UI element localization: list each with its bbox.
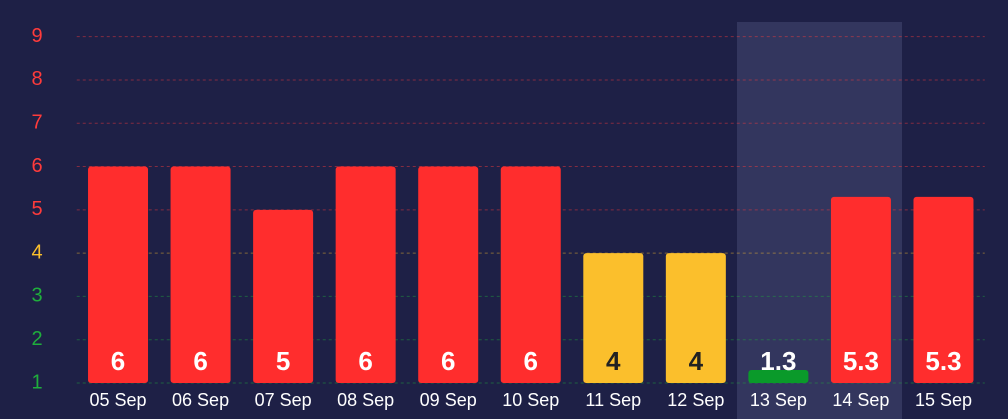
value-label: 1.3 [760,346,796,376]
x-tick-label: 05 Sep [89,390,146,410]
bar [665,253,726,383]
y-tick-label: 3 [31,285,42,307]
bar [913,196,974,383]
x-tick-label: 06 Sep [172,390,229,410]
y-tick-label: 1 [31,371,42,393]
x-tick-label: 09 Sep [420,390,477,410]
value-label: 5.3 [843,346,879,376]
value-label: 6 [524,346,538,376]
bar [253,209,314,383]
y-tick-label: 6 [31,155,42,177]
x-tick-label: 08 Sep [337,390,394,410]
x-tick-label: 15 Sep [915,390,972,410]
x-tick-label: 11 Sep [585,390,641,410]
bar [830,196,891,383]
y-tick-label: 9 [31,25,42,47]
bar [583,253,644,383]
value-label: 5.3 [925,346,961,376]
y-tick-label: 7 [31,112,42,134]
bar [88,166,149,383]
bar [418,166,479,383]
y-tick-label: 2 [31,328,42,350]
x-tick-label: 07 Sep [255,390,312,410]
x-tick-label: 12 Sep [667,390,724,410]
value-label: 6 [111,346,125,376]
value-label: 6 [193,346,207,376]
x-tick-label: 14 Sep [832,390,889,410]
bar [170,166,231,383]
value-label: 4 [606,346,621,376]
bar [500,166,561,383]
x-tick-label: 10 Sep [502,390,559,410]
bar [748,370,809,383]
x-tick-label: 13 Sep [750,390,807,410]
bar [335,166,396,383]
value-label: 6 [441,346,455,376]
y-tick-label: 4 [31,241,42,263]
value-label: 5 [276,346,290,376]
value-label: 4 [689,346,704,376]
y-tick-label: 8 [31,68,42,90]
y-tick-label: 5 [31,198,42,220]
value-label: 6 [358,346,372,376]
